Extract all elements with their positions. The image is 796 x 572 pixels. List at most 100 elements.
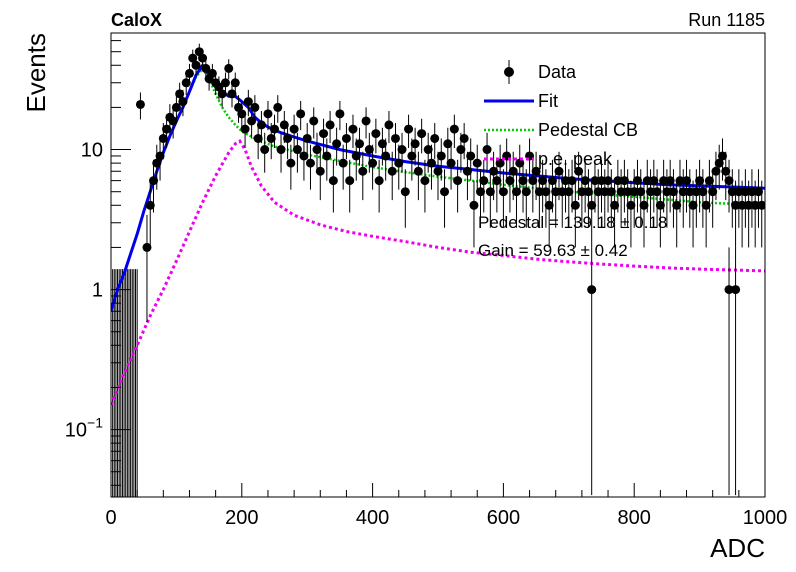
data-point xyxy=(266,133,276,143)
data-point xyxy=(551,187,561,197)
data-point xyxy=(623,187,633,197)
data-point xyxy=(577,187,587,197)
data-point xyxy=(511,187,521,197)
data-point xyxy=(731,285,741,295)
data-point xyxy=(636,187,646,197)
data-point xyxy=(400,187,410,197)
data-point xyxy=(374,176,384,186)
data-point xyxy=(587,285,597,295)
data-point xyxy=(632,176,642,186)
data-point xyxy=(423,145,433,155)
legend-marker xyxy=(504,67,514,77)
data-point xyxy=(652,187,662,197)
data-point xyxy=(708,187,718,197)
data-point xyxy=(145,200,155,210)
data-point xyxy=(668,187,678,197)
data-point xyxy=(191,60,201,70)
data-point xyxy=(610,200,620,210)
data-point xyxy=(296,109,306,119)
data-point xyxy=(381,151,391,161)
x-tick-label: 1000 xyxy=(743,507,788,529)
data-point xyxy=(462,166,472,176)
data-point xyxy=(315,166,325,176)
data-point xyxy=(740,187,750,197)
data-point xyxy=(662,187,672,197)
data-point xyxy=(531,166,541,176)
x-tick-label: 600 xyxy=(487,507,520,529)
data-point xyxy=(341,133,351,143)
data-point xyxy=(250,102,260,112)
data-point xyxy=(714,158,724,168)
data-point xyxy=(247,116,257,126)
data-point xyxy=(426,158,436,168)
data-point xyxy=(570,200,580,210)
data-point xyxy=(600,187,610,197)
data-point xyxy=(217,89,227,99)
data-point xyxy=(410,139,420,149)
data-point xyxy=(345,176,355,186)
data-point xyxy=(747,187,757,197)
data-point xyxy=(646,187,656,197)
data-point xyxy=(184,68,194,78)
data-point xyxy=(541,187,551,197)
data-point xyxy=(753,187,763,197)
data-point xyxy=(704,176,714,186)
data-point xyxy=(325,120,335,130)
data-point xyxy=(201,63,211,73)
data-point xyxy=(695,176,705,186)
data-point xyxy=(220,78,230,88)
data-point xyxy=(616,187,626,197)
data-point xyxy=(440,187,450,197)
data-point xyxy=(273,102,283,112)
data-point xyxy=(319,129,329,139)
data-point xyxy=(286,158,296,168)
data-point xyxy=(482,145,492,155)
data-point xyxy=(639,200,649,210)
data-point xyxy=(557,187,567,197)
x-tick-label: 400 xyxy=(356,507,389,529)
data-point xyxy=(413,166,423,176)
data-point xyxy=(256,120,266,130)
data-point xyxy=(593,187,603,197)
data-point xyxy=(701,200,711,210)
data-point xyxy=(590,176,600,186)
data-point xyxy=(368,158,378,168)
plot-frame xyxy=(110,32,766,498)
data-point xyxy=(263,109,273,119)
data-point xyxy=(534,187,544,197)
data-point xyxy=(302,133,312,143)
data-point xyxy=(358,166,368,176)
legend-label: p.e. peak xyxy=(538,149,613,169)
data-point xyxy=(587,200,597,210)
data-point xyxy=(149,176,159,186)
data-point xyxy=(567,176,577,186)
data-point xyxy=(564,187,574,197)
data-point xyxy=(407,151,417,161)
data-point xyxy=(724,176,734,186)
data-point xyxy=(351,151,361,161)
data-point xyxy=(649,176,659,186)
data-point xyxy=(417,129,427,139)
y-tick-label: 10−1 xyxy=(65,415,103,442)
data-point xyxy=(387,166,397,176)
data-point xyxy=(734,187,744,197)
data-point xyxy=(404,124,414,134)
data-point xyxy=(489,166,499,176)
data-point xyxy=(580,176,590,186)
legend-label: Data xyxy=(538,62,577,82)
data-point xyxy=(518,176,528,186)
y-axis-label: Events xyxy=(21,33,51,113)
data-point xyxy=(384,120,394,130)
data-point xyxy=(260,145,270,155)
data-point xyxy=(665,176,675,186)
data-point xyxy=(162,124,172,134)
gain-annotation: Gain = 59.63 ± 0.42 xyxy=(478,241,628,260)
data-point xyxy=(230,78,240,88)
data-point xyxy=(619,176,629,186)
legend: Data Fit Pedestal CB p.e. peak xyxy=(484,60,638,169)
data-point xyxy=(443,139,453,149)
data-point xyxy=(276,145,286,155)
data-point xyxy=(731,200,741,210)
data-point xyxy=(371,129,381,139)
